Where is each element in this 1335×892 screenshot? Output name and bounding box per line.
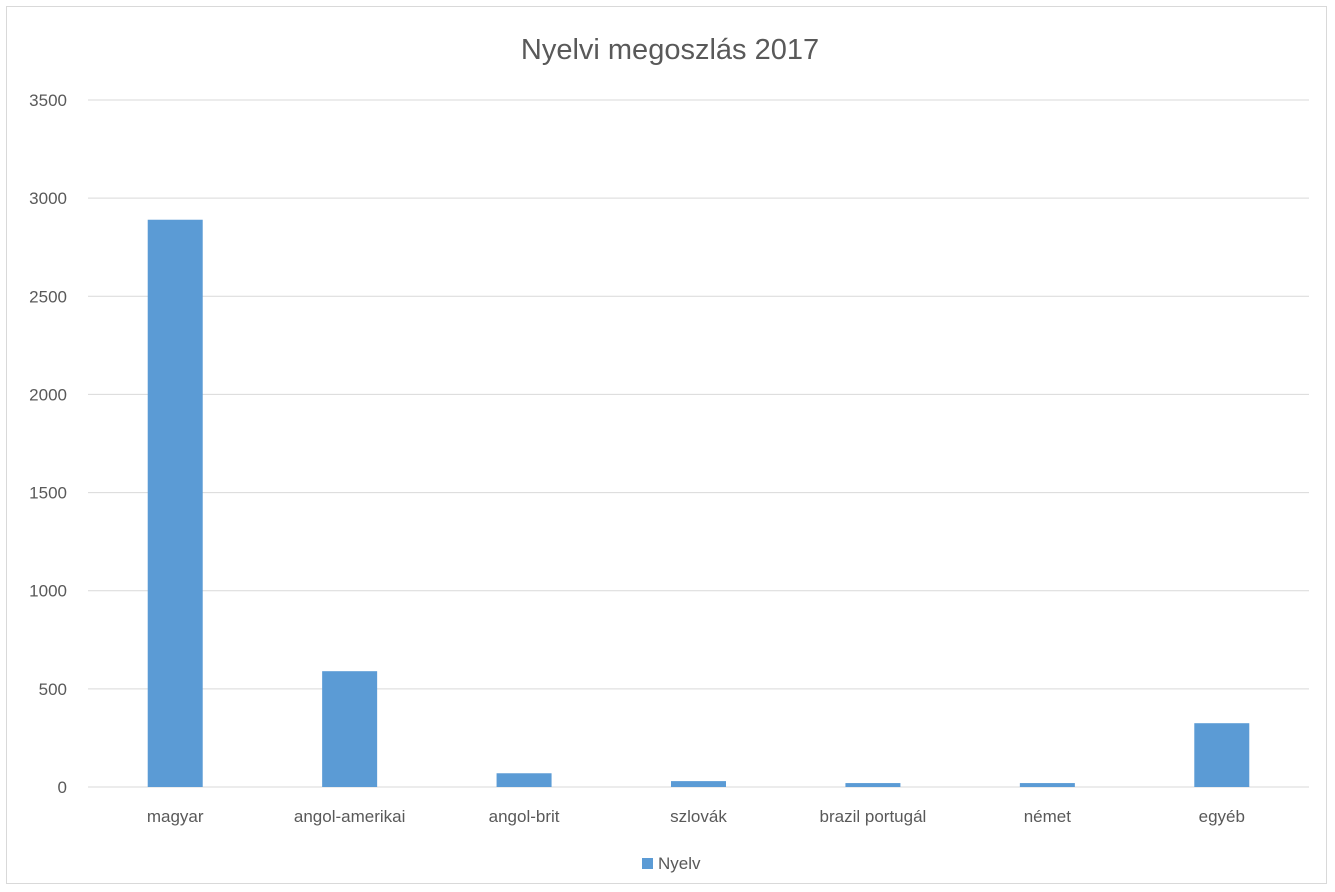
bar	[1194, 723, 1250, 787]
x-tick-label: szlovák	[670, 807, 727, 826]
y-tick-label: 2000	[29, 385, 67, 404]
y-tick-label: 3500	[29, 91, 67, 110]
x-tick-label: magyar	[147, 807, 204, 826]
bar	[322, 671, 378, 787]
y-tick-label: 2500	[29, 287, 67, 306]
x-tick-label: angol-brit	[489, 807, 560, 826]
y-tick-label: 500	[39, 680, 67, 699]
legend: Nyelv	[642, 854, 701, 873]
x-tick-label: brazil portugál	[820, 807, 927, 826]
y-tick-label: 3000	[29, 189, 67, 208]
bar	[845, 783, 901, 787]
legend-swatch	[642, 858, 653, 869]
bar	[671, 781, 726, 787]
bars	[147, 219, 1250, 788]
x-tick-label: angol-amerikai	[294, 807, 406, 826]
bar	[1019, 783, 1075, 787]
bar	[496, 773, 552, 787]
chart-frame	[6, 6, 1327, 884]
x-axis-tick-labels: magyar angol-amerikai angol-brit szlovák bra…	[147, 807, 1245, 826]
chart-title: Nyelvi megoszlás 2017	[521, 34, 819, 66]
gridlines	[88, 99, 1309, 788]
legend-label: Nyelv	[658, 854, 701, 873]
x-tick-label: egyéb	[1199, 807, 1245, 826]
y-tick-label: 1000	[29, 582, 67, 601]
x-tick-label: német	[1024, 807, 1072, 826]
y-tick-label: 1500	[29, 484, 67, 503]
bar	[147, 219, 203, 788]
y-axis-tick-labels: 0 500 1000 1500 2000 2500 3000 3500	[29, 91, 67, 797]
y-tick-label: 0	[58, 778, 67, 797]
